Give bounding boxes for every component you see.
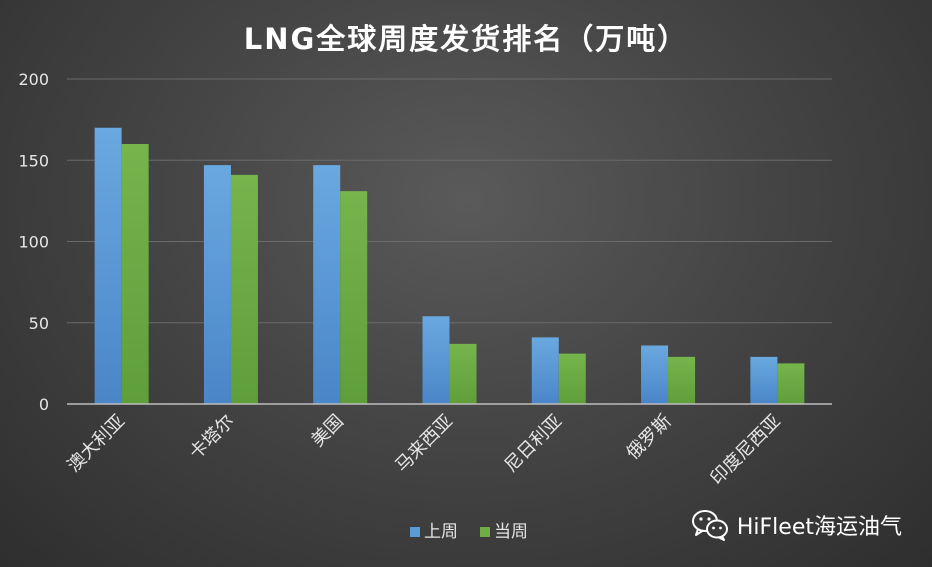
legend-label: 当周 <box>494 522 528 542</box>
y-tick-label: 50 <box>29 314 49 333</box>
bar-last-week <box>313 165 341 404</box>
bar-last-week <box>750 356 778 404</box>
bar-this-week <box>121 144 149 404</box>
x-tick-label: 澳大利亚 <box>63 411 129 477</box>
legend-label: 上周 <box>424 522 458 542</box>
bar-last-week <box>422 316 450 404</box>
x-tick-label: 尼日利亚 <box>501 411 567 477</box>
y-tick-label: 100 <box>18 233 49 252</box>
y-tick-label: 150 <box>18 151 49 170</box>
bar-this-week <box>777 363 805 404</box>
bar-last-week <box>203 165 231 404</box>
bar-this-week <box>558 353 586 404</box>
bar-this-week <box>230 174 258 404</box>
watermark-text: HiFleet海运油气 <box>736 515 902 540</box>
bar-last-week <box>531 337 559 404</box>
x-tick-label: 印度尼西亚 <box>706 411 784 489</box>
chart-title: LNG全球周度发货排名（万吨） <box>243 22 689 56</box>
bar-last-week <box>94 127 122 404</box>
watermark: HiFleet海运油气 <box>691 508 902 542</box>
legend-swatch <box>410 527 420 537</box>
bar-this-week <box>340 191 368 404</box>
y-tick-label: 200 <box>18 70 49 89</box>
bar-this-week <box>668 356 696 404</box>
bar-last-week <box>641 345 669 404</box>
x-tick-label: 美国 <box>307 411 347 451</box>
legend-swatch <box>480 527 490 537</box>
x-tick-label: 卡塔尔 <box>185 411 238 464</box>
wechat-icon <box>691 510 728 541</box>
y-tick-label: 0 <box>39 395 49 414</box>
x-tick-label: 俄罗斯 <box>623 411 676 464</box>
x-tick-label: 马来西亚 <box>391 411 457 477</box>
bar-this-week <box>449 343 477 404</box>
